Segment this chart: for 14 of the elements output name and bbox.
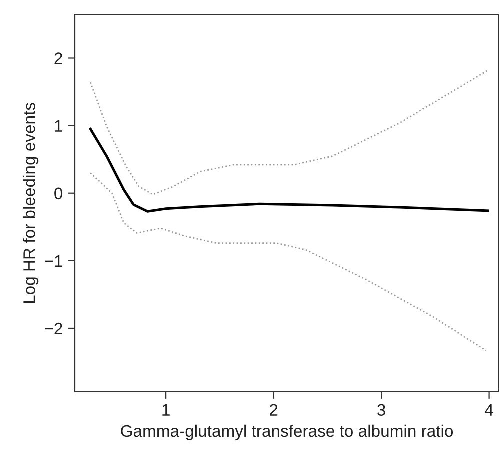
- y-tick-label: 1: [55, 120, 62, 132]
- y-tick-label: −2: [45, 322, 62, 335]
- line-series: [90, 172, 487, 352]
- line-series: [89, 128, 490, 213]
- y-tick-label: −1: [45, 256, 62, 267]
- x-tick-label: 4: [485, 404, 494, 416]
- y-tick-label: 0: [54, 188, 63, 200]
- x-axis-title: Gamma-glutamyl transferase to albumin ratio: [121, 424, 454, 440]
- y-axis-title: Log HR for bleeding events: [23, 103, 39, 304]
- line-series: [90, 70, 489, 196]
- x-tick-label: 3: [378, 404, 386, 416]
- x-tick-label: 2: [270, 404, 278, 416]
- x-tick-label: 1: [162, 404, 170, 416]
- y-tick-label: 2: [54, 52, 62, 64]
